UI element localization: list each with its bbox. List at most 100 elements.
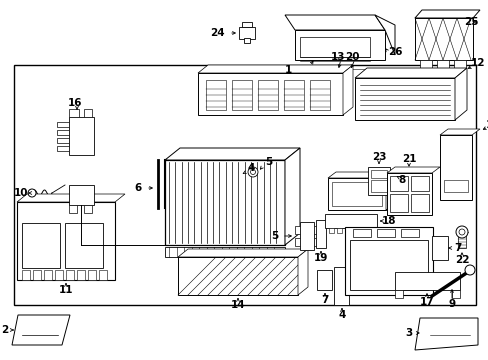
Bar (198, 73, 342, 115)
Bar (368, 228, 373, 233)
Bar (57, 138, 69, 143)
Bar (69, 109, 79, 117)
Text: 13: 13 (330, 52, 345, 62)
Bar (345, 227, 432, 295)
Bar (345, 228, 349, 233)
Text: 9: 9 (447, 299, 455, 309)
Bar (370, 180, 386, 192)
Text: 12: 12 (470, 58, 485, 68)
Bar (294, 238, 299, 246)
Bar (400, 229, 418, 237)
Polygon shape (354, 68, 466, 78)
Bar (331, 182, 381, 206)
Bar (14, 65, 475, 305)
Text: 19: 19 (313, 253, 327, 263)
Bar (44, 270, 52, 280)
Text: 3: 3 (405, 328, 412, 338)
Bar (22, 223, 60, 268)
Text: 5: 5 (270, 231, 278, 241)
Bar (309, 80, 329, 110)
Bar (77, 270, 85, 280)
Text: 14: 14 (230, 300, 245, 310)
Bar (315, 220, 325, 248)
Bar (205, 80, 225, 110)
Bar (69, 205, 77, 213)
Bar (84, 205, 92, 213)
Bar (389, 176, 407, 191)
Bar (352, 228, 357, 233)
Polygon shape (454, 68, 466, 120)
Bar (394, 272, 459, 290)
Bar (457, 234, 465, 248)
Circle shape (250, 170, 255, 175)
Circle shape (247, 167, 258, 177)
Bar (436, 60, 448, 68)
Text: 7: 7 (453, 243, 461, 253)
Bar (227, 158, 240, 200)
Bar (69, 185, 94, 205)
Bar (453, 60, 465, 68)
Bar (352, 229, 370, 237)
Bar (333, 267, 348, 305)
Polygon shape (178, 249, 307, 257)
Polygon shape (285, 15, 384, 30)
Polygon shape (164, 148, 299, 160)
Bar (22, 270, 30, 280)
Bar (244, 38, 249, 43)
Polygon shape (327, 172, 393, 178)
Bar (313, 226, 318, 234)
Polygon shape (374, 15, 394, 55)
Bar (370, 170, 386, 178)
Bar (164, 247, 285, 257)
Text: 4: 4 (338, 310, 345, 320)
Text: 22: 22 (454, 255, 468, 265)
Polygon shape (17, 194, 125, 202)
Bar (328, 228, 333, 233)
Bar (419, 60, 431, 68)
Bar (33, 270, 41, 280)
Bar (354, 78, 454, 120)
Polygon shape (414, 10, 479, 18)
Text: 11: 11 (59, 285, 73, 295)
Bar (394, 290, 402, 298)
Bar (57, 146, 69, 151)
Text: 20: 20 (345, 52, 359, 62)
Bar (258, 80, 278, 110)
Circle shape (464, 265, 474, 275)
Text: 24: 24 (210, 28, 224, 38)
Bar (389, 194, 407, 212)
Bar (299, 222, 313, 250)
Bar (294, 226, 299, 234)
Text: 10: 10 (14, 188, 28, 198)
Text: 4: 4 (247, 163, 255, 173)
Text: 26: 26 (387, 47, 402, 57)
Bar (410, 194, 428, 212)
Bar (69, 117, 94, 155)
Bar (231, 80, 251, 110)
Text: 7: 7 (321, 295, 328, 305)
Polygon shape (414, 318, 477, 350)
Bar (443, 180, 467, 192)
Bar (414, 18, 472, 60)
Text: 6: 6 (135, 183, 142, 193)
Circle shape (28, 189, 36, 197)
Bar (360, 228, 365, 233)
Bar (336, 228, 341, 233)
Polygon shape (297, 249, 307, 295)
Bar (367, 167, 389, 195)
Bar (66, 270, 74, 280)
Bar (242, 22, 251, 27)
Bar (327, 178, 385, 210)
Bar (376, 229, 394, 237)
Bar (349, 240, 427, 290)
Bar (57, 130, 69, 135)
Text: 5: 5 (264, 157, 272, 167)
Bar (284, 80, 304, 110)
Bar (178, 257, 297, 295)
Bar (439, 135, 471, 200)
Polygon shape (294, 30, 384, 60)
Bar (164, 160, 285, 245)
Bar (451, 290, 459, 298)
Polygon shape (12, 315, 70, 345)
Circle shape (455, 226, 467, 238)
